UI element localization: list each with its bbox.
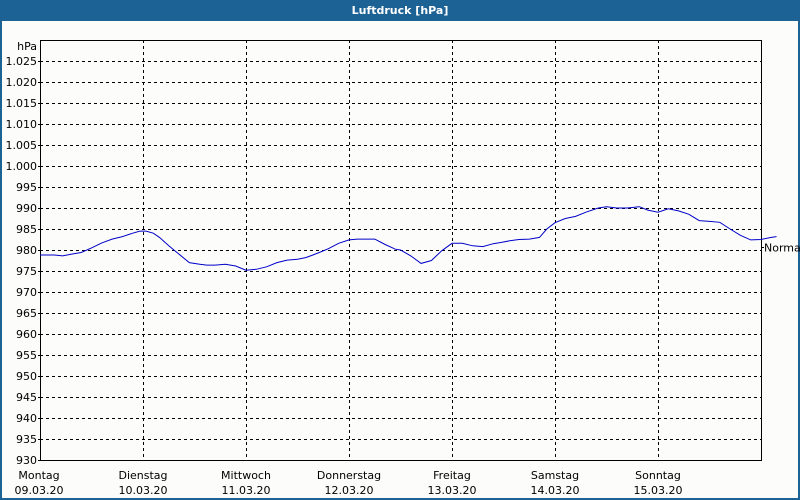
- x-day-label: Sonntag: [635, 469, 681, 482]
- x-date-label: 12.03.20: [325, 484, 374, 497]
- y-tick-label: 930: [16, 454, 37, 467]
- y-tick-label: 955: [16, 349, 37, 362]
- y-tick-label: 970: [16, 286, 37, 299]
- normal-marker-label: Normal: [764, 242, 800, 255]
- normal-reference-marker: Normal: [761, 242, 800, 255]
- x-date-label: 13.03.20: [428, 484, 477, 497]
- y-axis-labels: hPa 930 935 940 945 950 955 960 965 970 975 980 985 9…: [6, 40, 38, 467]
- chart-title: Luftdruck [hPa]: [0, 0, 800, 21]
- axes: [38, 40, 762, 461]
- x-day-label: Donnerstag: [317, 469, 381, 482]
- y-tick-label: 960: [16, 328, 37, 341]
- y-tick-label: 1.015: [6, 97, 38, 110]
- pressure-series-line: [40, 206, 777, 271]
- x-day-label: Dienstag: [118, 469, 167, 482]
- x-date-label: 09.03.20: [15, 484, 64, 497]
- y-tick-label: 1.000: [6, 160, 38, 173]
- x-date-label: 14.03.20: [531, 484, 580, 497]
- y-axis-unit-label: hPa: [17, 40, 37, 53]
- y-tick-label: 995: [16, 181, 37, 194]
- x-day-label: Mittwoch: [221, 469, 271, 482]
- y-tick-label: 1.025: [6, 55, 38, 68]
- x-date-label: 15.03.20: [634, 484, 683, 497]
- y-tick-label: 1.010: [6, 118, 38, 131]
- y-tick-label: 1.005: [6, 139, 38, 152]
- x-axis-labels: Montag 09.03.20 Dienstag 10.03.20 Mittwoch 11…: [15, 469, 683, 497]
- y-tick-label: 975: [16, 265, 37, 278]
- y-tick-label: 935: [16, 433, 37, 446]
- x-day-label: Montag: [18, 469, 59, 482]
- y-tick-label: 950: [16, 370, 37, 383]
- y-tick-label: 990: [16, 202, 37, 215]
- y-tick-label: 985: [16, 223, 37, 236]
- y-tick-label: 940: [16, 412, 37, 425]
- y-tick-label: 980: [16, 244, 37, 257]
- x-date-label: 10.03.20: [119, 484, 168, 497]
- x-day-label: Samstag: [531, 469, 579, 482]
- x-date-label: 11.03.20: [222, 484, 271, 497]
- y-tick-label: 945: [16, 391, 37, 404]
- y-tick-label: 1.020: [6, 76, 38, 89]
- plot-border: [40, 40, 762, 461]
- x-day-label: Freitag: [433, 469, 471, 482]
- y-tick-label: 965: [16, 307, 37, 320]
